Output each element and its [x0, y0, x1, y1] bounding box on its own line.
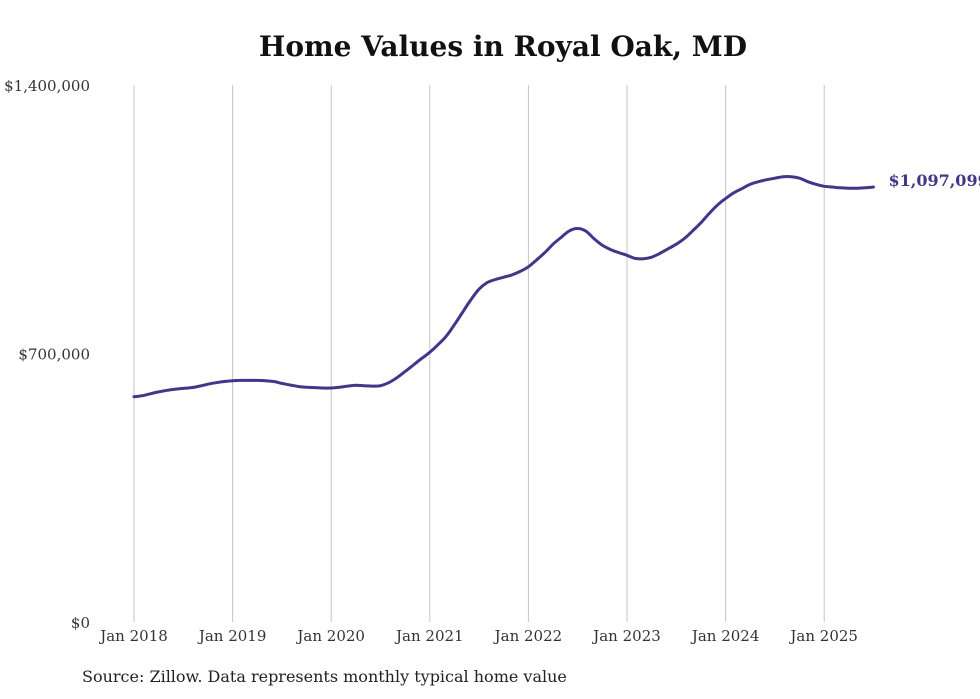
- x-tick-label: Jan 2020: [295, 627, 365, 645]
- source-note: Source: Zillow. Data represents monthly …: [82, 667, 567, 686]
- y-axis-ticks: $0 $700,000 $1,400,000: [4, 77, 90, 632]
- x-axis-ticks: Jan 2018 Jan 2019 Jan 2020 Jan 2021 Jan 2022…: [98, 627, 858, 645]
- x-tick-label: Jan 2018: [98, 627, 168, 645]
- x-tick-label: Jan 2023: [591, 627, 661, 645]
- x-tick-label: Jan 2024: [690, 627, 760, 645]
- x-tick-label: Jan 2021: [394, 627, 464, 645]
- end-value-label: $1,097,099: [889, 171, 980, 190]
- series-layer: [132, 174, 875, 399]
- chart-title: Home Values in Royal Oak, MD: [258, 30, 748, 63]
- end-label-layer: $1,097,099: [889, 171, 980, 190]
- y-tick-label: $1,400,000: [4, 77, 90, 95]
- x-tick-label: Jan 2019: [197, 627, 267, 645]
- x-tick-label: Jan 2022: [493, 627, 563, 645]
- x-tick-label: Jan 2025: [788, 627, 858, 645]
- y-tick-label: $700,000: [18, 346, 90, 364]
- gridlines: [133, 85, 825, 622]
- y-tick-label: $0: [71, 614, 90, 632]
- series-line: [132, 174, 875, 399]
